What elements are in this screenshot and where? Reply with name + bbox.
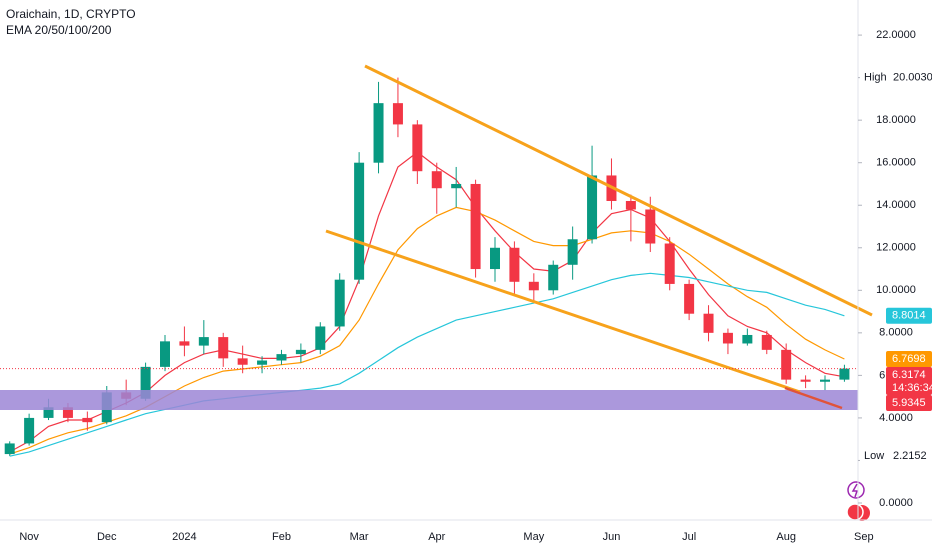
- candle-body: [742, 334, 753, 344]
- candle-body: [528, 281, 539, 291]
- candle-body: [451, 183, 462, 189]
- candle-body: [820, 379, 830, 382]
- candle-body: [198, 337, 209, 346]
- candle-body: [62, 407, 73, 418]
- y-tick-label: 18.0000: [876, 114, 916, 126]
- candle-body: [431, 171, 442, 189]
- candle-body: [412, 124, 423, 172]
- candle-body: [839, 368, 850, 380]
- candle-body: [645, 209, 656, 244]
- x-tick-label: Dec: [97, 531, 117, 543]
- extreme-badge: [860, 447, 930, 464]
- y-tick-label: 12.0000: [876, 242, 916, 254]
- extreme-value: 2.2152: [893, 450, 927, 462]
- y-tick-label: 0.0000: [879, 497, 913, 509]
- candle-body: [684, 283, 695, 314]
- candle-body: [140, 366, 151, 399]
- candle-body: [43, 407, 54, 418]
- candle-body: [373, 103, 384, 163]
- candle-body: [490, 247, 500, 270]
- x-tick-label: Jun: [603, 531, 621, 543]
- indicator-legend: EMA 20/50/100/200: [6, 23, 112, 37]
- candle-body: [567, 239, 578, 265]
- candle-body: [470, 183, 481, 270]
- candle-body: [392, 103, 403, 125]
- trendline-upper: [364, 64, 873, 317]
- price-badge-label: 6.7698: [892, 353, 926, 365]
- candle-body: [781, 349, 792, 380]
- candle-body: [587, 175, 598, 240]
- y-tick-label: 22.0000: [876, 29, 916, 41]
- candle-body: [761, 334, 772, 350]
- trendline-lower: [325, 229, 801, 394]
- y-tick-label: 16.0000: [876, 157, 916, 169]
- trendline-red: [784, 386, 843, 410]
- y-tick-label: 4.0000: [879, 412, 913, 424]
- candle-body: [334, 279, 345, 327]
- price-badge-label: 8.8014: [892, 310, 926, 322]
- price-badge-label: 6.3174: [892, 369, 926, 381]
- x-tick-label: Mar: [350, 531, 369, 543]
- x-tick-label: Aug: [776, 531, 796, 543]
- candle-body: [354, 162, 365, 280]
- countdown: 14:36:34: [892, 382, 932, 394]
- candle-body: [703, 313, 714, 333]
- x-tick-label: 2024: [172, 531, 196, 543]
- price-badge: [886, 307, 932, 324]
- icon: [846, 503, 864, 521]
- x-tick-label: Sep: [854, 531, 874, 543]
- extreme-value: 20.0030: [893, 71, 932, 83]
- chart-title: Oraichain, 1D, CRYPTO: [6, 7, 136, 21]
- candle-body: [257, 360, 268, 365]
- support-zone: [0, 390, 858, 410]
- x-tick-label: Feb: [272, 531, 291, 543]
- price-badge: [886, 351, 932, 368]
- price-badge: [886, 367, 932, 396]
- candle-body: [179, 341, 190, 346]
- price-badge-label: 5.9345: [892, 397, 926, 409]
- candle-body: [295, 349, 306, 355]
- extreme-name: High: [864, 71, 887, 83]
- candle-body: [82, 417, 93, 423]
- candle-body: [664, 243, 675, 284]
- y-tick-label: 8.0000: [879, 327, 913, 339]
- extreme-name: Low: [864, 450, 884, 462]
- candle-body: [800, 379, 811, 382]
- x-tick-label: May: [523, 531, 544, 543]
- candle-body: [722, 332, 733, 344]
- extreme-badge: [860, 69, 930, 86]
- x-tick-label: Jul: [682, 531, 696, 543]
- candle-body: [548, 264, 559, 291]
- candle-body: [315, 326, 326, 350]
- candle-body: [509, 247, 520, 282]
- candle-body: [237, 358, 248, 365]
- x-tick-label: Apr: [428, 531, 445, 543]
- icon: [847, 481, 865, 499]
- price-badge: [886, 395, 932, 412]
- ema-line: [9, 272, 845, 457]
- candle-body: [218, 337, 229, 359]
- y-tick-label: 14.0000: [876, 199, 916, 211]
- y-tick-label: 10.0000: [876, 284, 916, 296]
- x-tick-label: Nov: [19, 531, 39, 543]
- candle-body: [625, 200, 636, 210]
- candle-body: [4, 443, 15, 455]
- icon-bolt: [851, 483, 859, 498]
- candle-body: [24, 417, 35, 444]
- candle-body: [276, 354, 287, 361]
- candle-body: [160, 341, 170, 367]
